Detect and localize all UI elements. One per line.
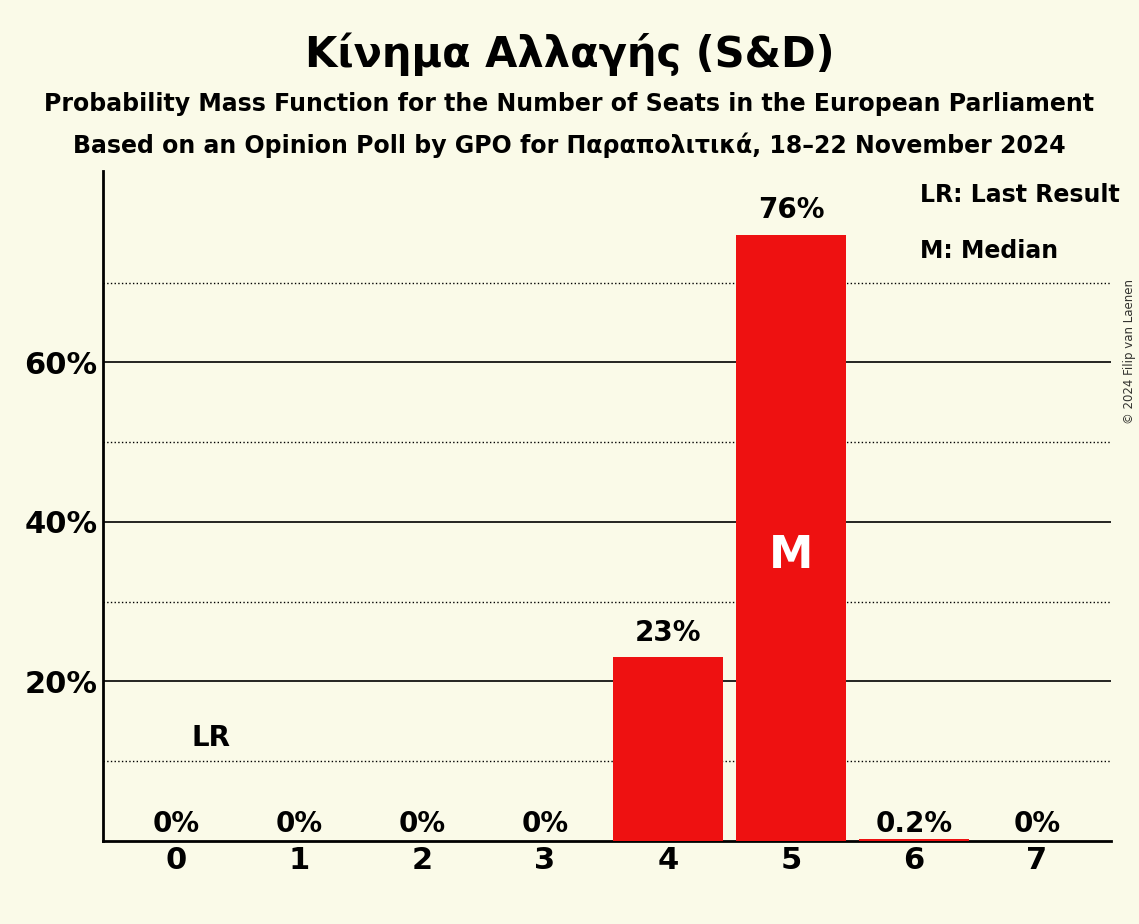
- Text: 0%: 0%: [522, 809, 568, 838]
- Text: 0%: 0%: [399, 809, 445, 838]
- Text: 76%: 76%: [757, 197, 825, 225]
- Text: LR: LR: [191, 723, 230, 751]
- Text: M: M: [769, 534, 813, 578]
- Bar: [736, 235, 846, 841]
- Text: M: Median: M: Median: [920, 238, 1058, 262]
- Bar: [613, 657, 723, 841]
- Text: 0%: 0%: [276, 809, 322, 838]
- Bar: [859, 839, 969, 841]
- Text: LR: Last Result: LR: Last Result: [920, 183, 1120, 207]
- Text: © 2024 Filip van Laenen: © 2024 Filip van Laenen: [1123, 279, 1137, 423]
- Text: Probability Mass Function for the Number of Seats in the European Parliament: Probability Mass Function for the Number…: [44, 92, 1095, 116]
- Text: 0.2%: 0.2%: [875, 809, 952, 838]
- Text: Κίνημα Αλλαγής (S&D): Κίνημα Αλλαγής (S&D): [305, 32, 834, 76]
- Text: 23%: 23%: [634, 619, 702, 647]
- Text: Based on an Opinion Poll by GPO for Παραπολιτικά, 18–22 November 2024: Based on an Opinion Poll by GPO for Παρα…: [73, 132, 1066, 158]
- Text: 0%: 0%: [1014, 809, 1060, 838]
- Text: 0%: 0%: [153, 809, 199, 838]
